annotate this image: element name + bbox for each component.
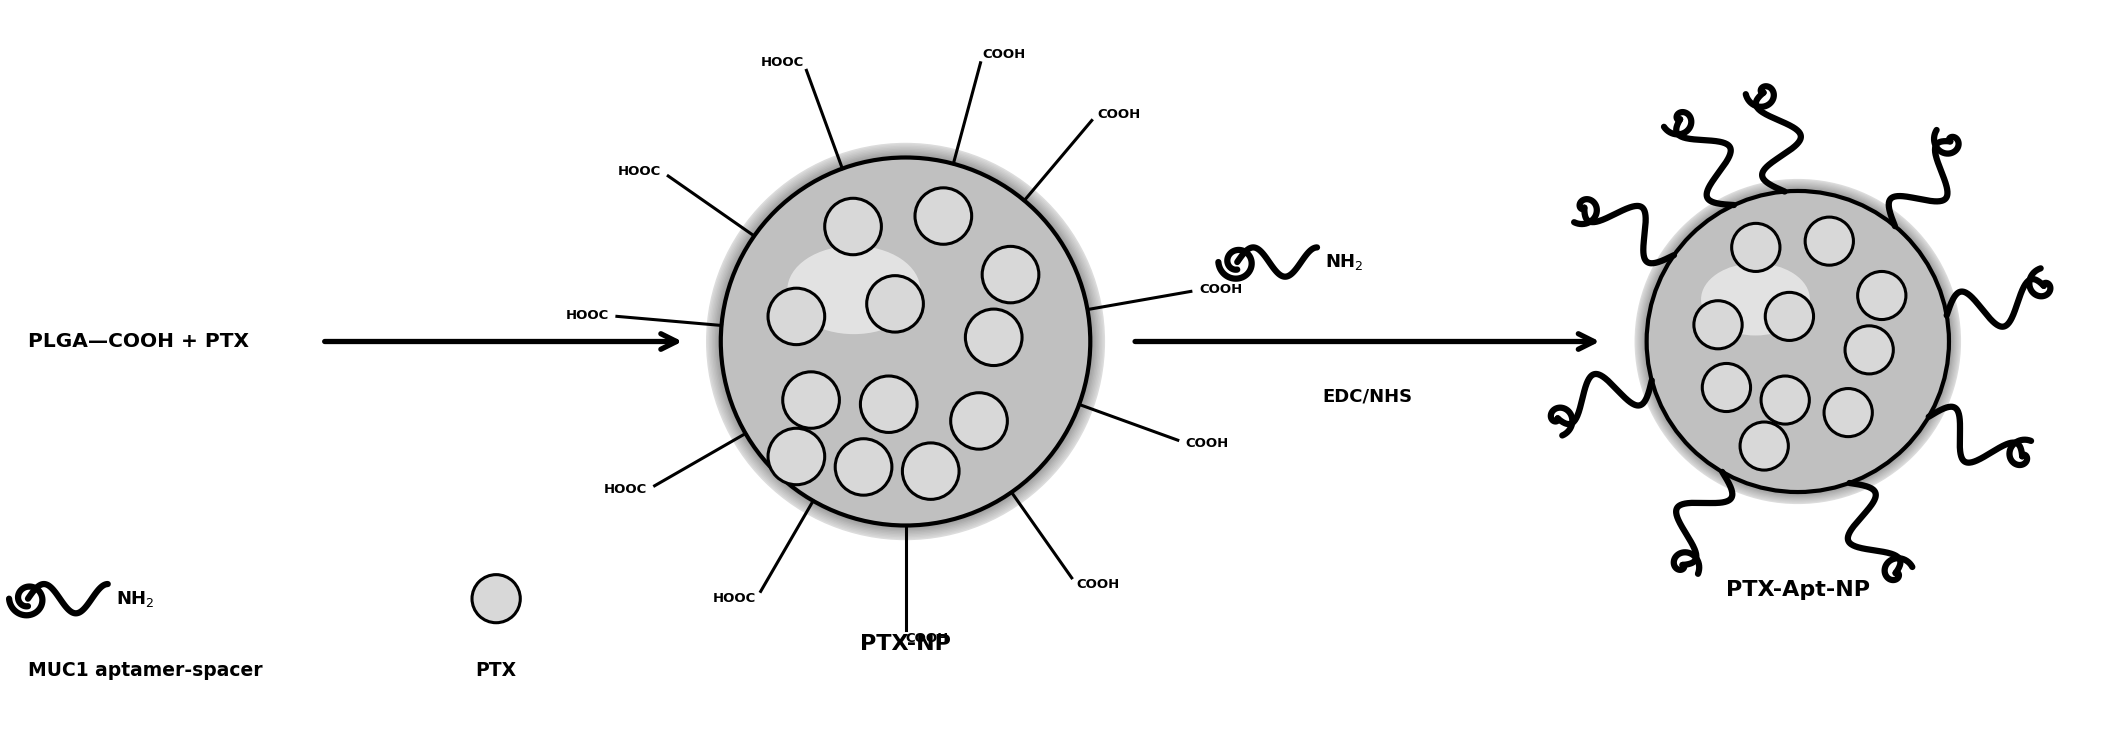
Ellipse shape xyxy=(711,149,1099,535)
Circle shape xyxy=(1732,223,1781,271)
Text: COOH: COOH xyxy=(1076,578,1120,591)
Circle shape xyxy=(966,309,1023,365)
Circle shape xyxy=(768,288,825,344)
Text: COOH: COOH xyxy=(1200,284,1242,296)
Ellipse shape xyxy=(1644,189,1951,495)
Text: HOOC: HOOC xyxy=(604,484,648,496)
Ellipse shape xyxy=(1640,185,1956,498)
Text: HOOC: HOOC xyxy=(566,309,608,322)
Ellipse shape xyxy=(787,246,920,334)
Text: PTX-NP: PTX-NP xyxy=(861,634,951,654)
Circle shape xyxy=(867,276,924,332)
Text: HOOC: HOOC xyxy=(619,165,661,177)
Ellipse shape xyxy=(711,147,1101,536)
Circle shape xyxy=(836,438,893,495)
Ellipse shape xyxy=(707,144,1103,538)
Ellipse shape xyxy=(709,146,1103,537)
Text: COOH: COOH xyxy=(983,48,1025,61)
Ellipse shape xyxy=(1638,181,1958,502)
Ellipse shape xyxy=(718,155,1092,529)
Circle shape xyxy=(951,393,1008,449)
Circle shape xyxy=(1806,217,1852,265)
Text: MUC1 aptamer-spacer: MUC1 aptamer-spacer xyxy=(27,662,263,681)
Text: HOOC: HOOC xyxy=(760,56,804,69)
Ellipse shape xyxy=(720,157,1090,526)
Text: PTX: PTX xyxy=(476,662,516,681)
Ellipse shape xyxy=(1646,190,1949,493)
Ellipse shape xyxy=(705,143,1105,540)
Circle shape xyxy=(1695,301,1743,349)
Ellipse shape xyxy=(1644,187,1953,496)
Text: COOH: COOH xyxy=(1097,108,1141,120)
Ellipse shape xyxy=(1642,186,1953,497)
Circle shape xyxy=(1741,422,1789,470)
Ellipse shape xyxy=(1636,180,1960,503)
Text: COOH: COOH xyxy=(905,632,949,645)
Circle shape xyxy=(783,371,840,429)
Circle shape xyxy=(1857,271,1905,320)
Ellipse shape xyxy=(1636,179,1962,504)
Ellipse shape xyxy=(716,153,1095,530)
Circle shape xyxy=(1762,376,1810,424)
Ellipse shape xyxy=(714,150,1097,533)
Ellipse shape xyxy=(720,156,1092,527)
Text: HOOC: HOOC xyxy=(714,592,756,605)
Circle shape xyxy=(983,247,1040,303)
Text: NH$_2$: NH$_2$ xyxy=(116,589,154,608)
Ellipse shape xyxy=(1638,183,1958,501)
Text: EDC/NHS: EDC/NHS xyxy=(1322,387,1412,405)
Circle shape xyxy=(1766,293,1815,341)
Ellipse shape xyxy=(716,152,1097,532)
Text: PLGA—COOH + PTX: PLGA—COOH + PTX xyxy=(27,332,248,351)
Ellipse shape xyxy=(1646,191,1949,492)
Text: PTX-Apt-NP: PTX-Apt-NP xyxy=(1726,580,1869,600)
Circle shape xyxy=(1825,389,1871,437)
Circle shape xyxy=(861,376,918,432)
Circle shape xyxy=(768,429,825,485)
Circle shape xyxy=(825,199,882,255)
Circle shape xyxy=(1846,326,1892,374)
Circle shape xyxy=(1703,363,1751,411)
Text: COOH: COOH xyxy=(1185,437,1229,450)
Circle shape xyxy=(903,443,960,499)
Circle shape xyxy=(472,575,520,623)
Ellipse shape xyxy=(1701,263,1810,335)
Text: NH$_2$: NH$_2$ xyxy=(1326,252,1364,272)
Circle shape xyxy=(916,188,973,244)
Ellipse shape xyxy=(1640,183,1956,499)
